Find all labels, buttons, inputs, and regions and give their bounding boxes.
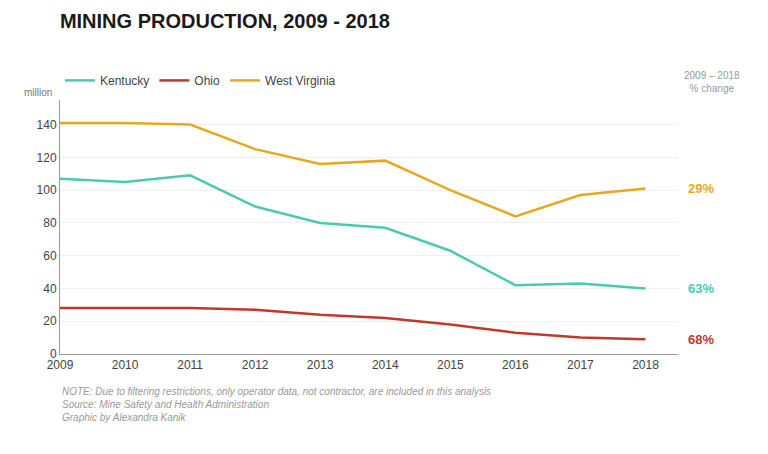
svg-text:Ohio: Ohio	[194, 74, 220, 88]
svg-text:140: 140	[37, 118, 57, 132]
svg-text:68%: 68%	[688, 332, 714, 347]
svg-text:2009: 2009	[47, 358, 74, 372]
svg-text:2012: 2012	[242, 358, 269, 372]
svg-text:West Virginia: West Virginia	[265, 74, 336, 88]
svg-text:80: 80	[43, 216, 57, 230]
svg-text:2014: 2014	[372, 358, 399, 372]
svg-text:2017: 2017	[567, 358, 594, 372]
svg-text:100: 100	[37, 183, 57, 197]
svg-text:60: 60	[43, 249, 57, 263]
svg-text:2009 – 2018% change: 2009 – 2018% change	[684, 70, 740, 94]
svg-text:MINING PRODUCTION, 2009 - 2018: MINING PRODUCTION, 2009 - 2018	[60, 10, 390, 32]
svg-text:NOTE: Due to filtering restric: NOTE: Due to filtering restrictions, onl…	[62, 386, 491, 423]
svg-text:2011: 2011	[177, 358, 203, 372]
svg-text:2016: 2016	[502, 358, 529, 372]
svg-text:Kentucky: Kentucky	[100, 74, 149, 88]
svg-text:20: 20	[43, 314, 57, 328]
svg-text:million: million	[24, 87, 52, 98]
svg-text:2018: 2018	[632, 358, 659, 372]
svg-text:2015: 2015	[437, 358, 464, 372]
svg-text:40: 40	[43, 282, 57, 296]
svg-text:63%: 63%	[688, 281, 714, 296]
svg-text:120: 120	[37, 151, 57, 165]
svg-text:2013: 2013	[307, 358, 334, 372]
svg-text:0: 0	[50, 347, 57, 361]
svg-text:2010: 2010	[112, 358, 139, 372]
svg-text:29%: 29%	[688, 181, 714, 196]
